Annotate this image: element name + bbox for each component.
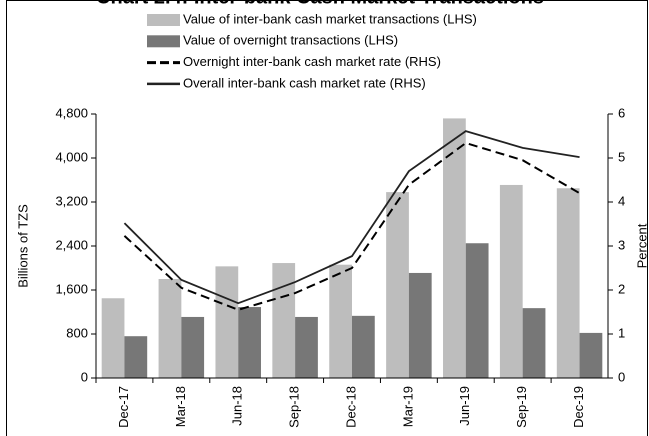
bar <box>238 307 261 378</box>
x-tick-label: Jun-19 <box>457 386 472 426</box>
y-tick-label: 1,600 <box>55 281 88 296</box>
legend-label: Value of overnight transactions (LHS) <box>183 33 398 48</box>
bar <box>499 184 523 378</box>
x-tick-label: Jun-18 <box>230 386 245 426</box>
y2-tick-label: 6 <box>618 105 625 120</box>
y-tick-label: 0 <box>81 369 88 384</box>
y-axis-label: Billions of TZS <box>15 204 30 288</box>
y2-tick-label: 1 <box>618 325 625 340</box>
bar <box>579 332 603 378</box>
bar <box>522 308 546 378</box>
bar <box>556 188 580 378</box>
frame <box>6 0 648 436</box>
legend-label: Overall inter-bank cash market rate (RHS… <box>183 75 426 90</box>
bar <box>386 192 409 378</box>
x-tick-label: Mar-18 <box>173 386 188 427</box>
legend-label: Value of inter-bank cash market transact… <box>183 11 477 26</box>
x-tick-label: Sep-18 <box>287 386 302 428</box>
bar <box>443 118 466 379</box>
legend-label: Overnight inter-bank cash market rate (R… <box>183 54 441 69</box>
x-tick-label: Mar-19 <box>400 386 415 427</box>
bar <box>408 272 432 378</box>
y2-tick-label: 0 <box>618 369 625 384</box>
y-tick-label: 4,000 <box>55 149 88 164</box>
legend-swatch <box>147 35 180 48</box>
bar <box>465 243 489 378</box>
x-tick-label: Dec-18 <box>343 386 358 428</box>
bar <box>215 266 239 378</box>
y-tick-label: 2,400 <box>55 237 88 252</box>
chart-title: Chart 2.4: Inter-bank Cash Market Transa… <box>96 0 544 8</box>
bar <box>352 315 375 378</box>
x-tick-label: Sep-19 <box>514 386 529 428</box>
y2-tick-label: 3 <box>618 237 625 252</box>
y2-tick-label: 5 <box>618 149 625 164</box>
bar <box>181 316 205 378</box>
legend-swatch <box>147 14 180 26</box>
bar <box>329 264 352 378</box>
bar <box>295 316 318 378</box>
x-tick-label: Dec-19 <box>571 386 586 428</box>
line-series <box>123 130 580 305</box>
bar <box>124 336 148 378</box>
y-tick-label: 4,800 <box>55 105 88 120</box>
y2-tick-label: 2 <box>618 281 625 296</box>
y-tick-label: 3,200 <box>55 193 88 208</box>
bar <box>101 298 125 378</box>
line-series <box>123 141 581 311</box>
y-tick-label: 800 <box>66 325 88 340</box>
y2-tick-label: 4 <box>618 193 625 208</box>
bar <box>272 263 296 378</box>
x-tick-label: Dec-17 <box>116 386 131 428</box>
y2-axis-label: Percent <box>634 223 649 268</box>
bar <box>158 279 182 378</box>
